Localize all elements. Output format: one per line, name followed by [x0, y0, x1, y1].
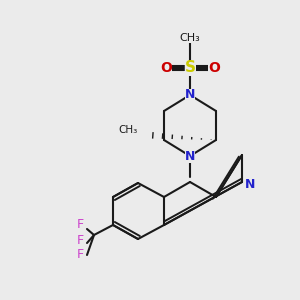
Text: CH₃: CH₃: [180, 33, 200, 43]
Text: F: F: [76, 248, 84, 262]
Text: F: F: [76, 218, 84, 232]
Text: CH₃: CH₃: [119, 125, 138, 135]
Text: N: N: [185, 149, 195, 163]
Text: S: S: [184, 61, 196, 76]
Text: F: F: [76, 235, 84, 248]
Text: O: O: [160, 61, 172, 75]
Text: N: N: [245, 178, 255, 190]
Text: N: N: [185, 88, 195, 101]
Text: O: O: [208, 61, 220, 75]
